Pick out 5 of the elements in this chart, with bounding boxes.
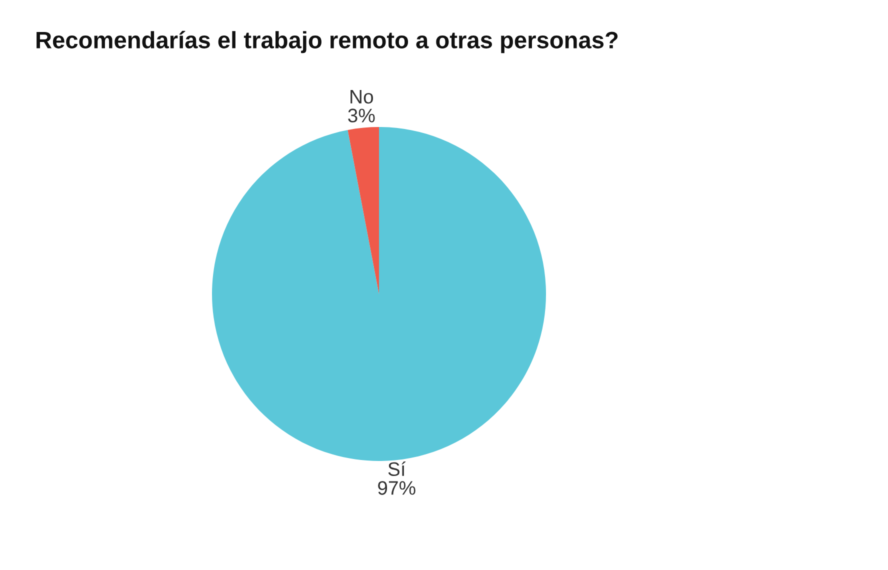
slice-label: No <box>350 90 374 104</box>
data-label: 97% <box>378 481 416 495</box>
slice-label: Sí <box>388 462 406 476</box>
data-label: 3% <box>348 108 375 122</box>
chart-title: Recomendarías el trabajo remoto a otras personas? <box>36 30 618 54</box>
